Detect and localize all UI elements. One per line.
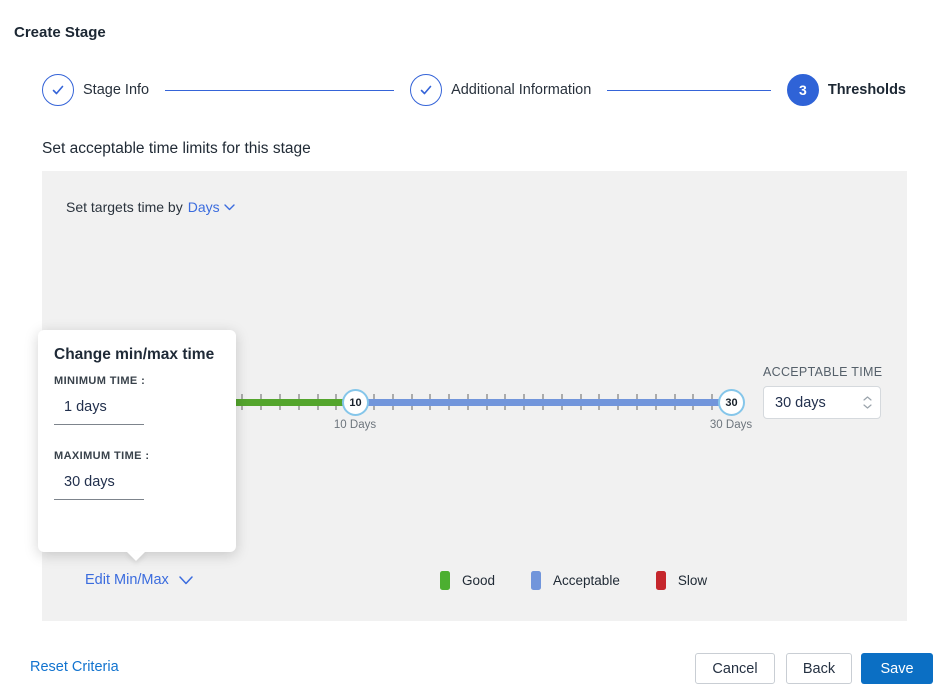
chevron-up-icon[interactable] bbox=[863, 396, 872, 401]
reset-criteria-link[interactable]: Reset Criteria bbox=[30, 659, 119, 675]
back-button[interactable]: Back bbox=[786, 653, 852, 684]
step-label: Thresholds bbox=[827, 82, 906, 98]
edit-minmax-label: Edit Min/Max bbox=[85, 572, 169, 588]
slider-track-good[interactable] bbox=[172, 399, 355, 406]
maximum-time-input[interactable] bbox=[54, 464, 144, 500]
minimum-time-label: MINIMUM TIME : bbox=[54, 375, 146, 387]
step-number-badge: 3 bbox=[786, 74, 819, 106]
check-circle-icon bbox=[410, 74, 443, 106]
legend-item-good: Good bbox=[440, 571, 495, 590]
set-targets-row: Set targets time by Days bbox=[66, 199, 235, 215]
check-circle-icon bbox=[42, 74, 74, 106]
chevron-down-icon bbox=[179, 575, 193, 584]
chevron-down-icon bbox=[223, 203, 235, 210]
minimum-time-input[interactable] bbox=[54, 389, 144, 425]
cancel-button[interactable]: Cancel bbox=[695, 653, 775, 684]
stepper: Stage Info Additional Information 3 Thre… bbox=[42, 74, 906, 106]
slider-handle-max[interactable]: 30 bbox=[718, 389, 745, 416]
status-legend: Good Acceptable Slow bbox=[440, 571, 707, 590]
section-heading: Set acceptable time limits for this stag… bbox=[42, 140, 311, 157]
step-additional-information[interactable]: Additional Information bbox=[410, 74, 591, 106]
page-title: Create Stage bbox=[14, 24, 106, 41]
set-targets-label: Set targets time by bbox=[66, 199, 183, 215]
legend-label: Good bbox=[462, 573, 496, 588]
save-button[interactable]: Save bbox=[861, 653, 933, 684]
slow-swatch-icon bbox=[655, 571, 666, 590]
stepper-connector bbox=[607, 89, 771, 91]
edit-minmax-button[interactable]: Edit Min/Max bbox=[85, 572, 193, 588]
step-thresholds[interactable]: 3 Thresholds bbox=[786, 74, 906, 106]
step-stage-info[interactable]: Stage Info bbox=[42, 74, 149, 106]
good-swatch-icon bbox=[440, 571, 450, 590]
legend-label: Acceptable bbox=[553, 573, 620, 588]
maximum-time-label: MAXIMUM TIME : bbox=[54, 450, 150, 462]
slider-handle-min[interactable]: 10 bbox=[342, 389, 369, 416]
step-label: Stage Info bbox=[83, 82, 150, 98]
change-minmax-popup: Change min/max time MINIMUM TIME : MAXIM… bbox=[38, 330, 236, 561]
legend-item-slow: Slow bbox=[655, 571, 708, 590]
acceptable-swatch-icon bbox=[531, 571, 542, 590]
unit-dropdown[interactable]: Days bbox=[188, 199, 235, 215]
step-label: Additional Information bbox=[451, 82, 592, 98]
check-icon bbox=[52, 85, 64, 95]
stepper-connector bbox=[165, 89, 395, 91]
acceptable-time-value: 30 days bbox=[775, 394, 826, 411]
unit-dropdown-value: Days bbox=[187, 199, 220, 215]
acceptable-time-input[interactable]: 30 days bbox=[763, 386, 881, 419]
popup-caret-icon bbox=[126, 551, 146, 561]
check-icon bbox=[420, 85, 432, 95]
acceptable-time-stepper[interactable] bbox=[863, 396, 872, 409]
popup-title: Change min/max time bbox=[54, 346, 215, 363]
slider-handle-max-label: 30 Days bbox=[709, 419, 753, 431]
slider-handle-min-label: 10 Days bbox=[333, 419, 377, 431]
slider-track-acceptable[interactable] bbox=[355, 399, 744, 406]
chevron-down-icon[interactable] bbox=[863, 404, 872, 409]
acceptable-time-label: ACCEPTABLE TIME bbox=[763, 365, 883, 379]
legend-label: Slow bbox=[677, 573, 708, 588]
legend-item-acceptable: Acceptable bbox=[531, 571, 620, 590]
